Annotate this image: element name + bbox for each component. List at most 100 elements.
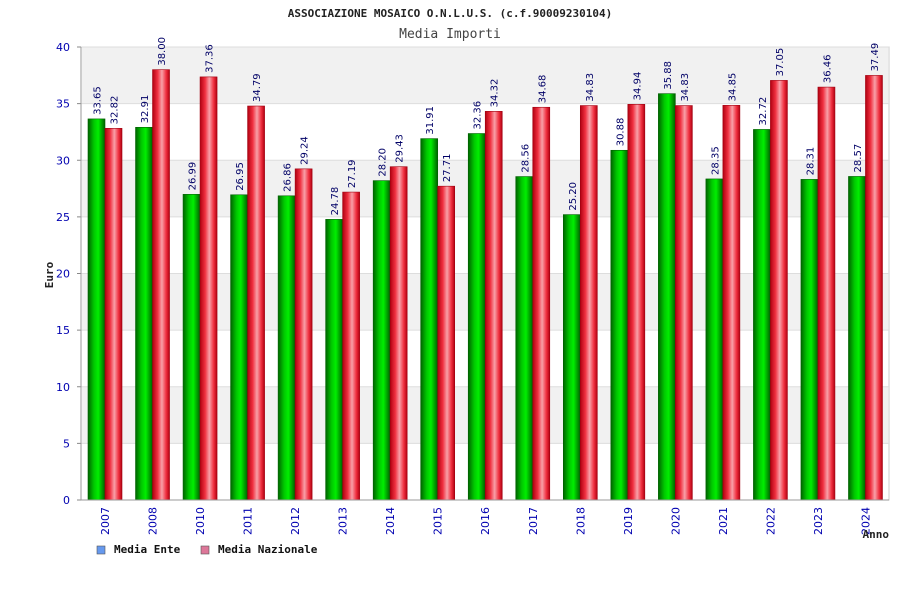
bar-media-nazionale	[579, 105, 598, 501]
x-tick-label: 2012	[289, 507, 302, 535]
data-label: 36.46	[822, 54, 833, 83]
data-label: 38.00	[157, 37, 168, 66]
x-tick-label: 2007	[99, 507, 112, 535]
data-label: 34.83	[680, 73, 691, 102]
y-tick-label: 30	[56, 154, 70, 167]
data-label: 26.86	[283, 163, 294, 192]
legend-label: Media Nazionale	[218, 543, 318, 556]
data-labels: 33.65 32.82 32.91 38.00 26.99 37.36 26.95 34.79…	[93, 37, 881, 215]
bar-media-ente	[515, 176, 534, 501]
y-axis: 0 5 10 15 20 25 30 35 40	[56, 41, 82, 507]
data-label: 34.32	[490, 79, 501, 108]
data-label: 34.83	[585, 73, 596, 102]
data-label: 28.56	[520, 144, 531, 173]
chart-subtitle: Media Importi	[399, 27, 501, 42]
y-tick-label: 25	[56, 211, 70, 224]
legend-label: Media Ente	[114, 543, 181, 556]
y-tick-label: 15	[56, 324, 70, 337]
bar-media-ente	[325, 219, 343, 501]
data-label: 29.24	[300, 136, 311, 165]
bars	[87, 69, 883, 501]
data-label: 33.65	[93, 86, 104, 115]
data-label: 37.49	[870, 43, 881, 72]
y-tick-label: 40	[56, 41, 70, 54]
bar-media-nazionale	[342, 191, 360, 501]
x-tick-label: 2013	[337, 507, 350, 535]
bar-media-nazionale	[104, 128, 123, 501]
legend: Media Ente Media Nazionale	[96, 543, 318, 556]
data-label: 32.82	[110, 96, 121, 125]
bar-media-nazionale	[770, 80, 788, 501]
y-tick-label: 10	[56, 381, 70, 394]
bar-media-ente	[230, 194, 248, 501]
x-tick-label: 2021	[717, 507, 730, 535]
x-tick-label: 2023	[812, 507, 825, 535]
bar-media-ente	[420, 138, 439, 501]
y-tick-label: 0	[63, 494, 70, 507]
x-tick-label: 2022	[764, 507, 777, 535]
data-label: 24.78	[330, 187, 341, 216]
x-tick-label: 2019	[622, 507, 635, 535]
data-label: 34.68	[537, 75, 548, 104]
x-tick-label: 2018	[574, 507, 587, 535]
x-tick-label: 2011	[242, 507, 255, 535]
x-tick-label: 2010	[194, 507, 207, 535]
data-label: 34.94	[632, 72, 643, 101]
bar-media-ente	[848, 176, 866, 501]
bar-media-ente	[562, 214, 581, 501]
data-label: 34.79	[252, 73, 263, 102]
x-tick-label: 2020	[669, 507, 682, 535]
bar-media-nazionale	[532, 106, 551, 501]
bar-media-ente	[277, 195, 296, 501]
bar-media-ente	[182, 194, 201, 501]
chart-title: ASSOCIAZIONE MOSAICO O.N.L.U.S. (c.f.900…	[288, 7, 613, 20]
data-label: 26.95	[235, 162, 246, 191]
data-label: 37.05	[775, 48, 786, 77]
data-label: 35.88	[663, 61, 674, 90]
x-tick-label: 2017	[527, 507, 540, 535]
bar-media-ente	[705, 178, 724, 501]
data-label: 27.71	[442, 154, 453, 183]
data-label: 25.20	[568, 182, 579, 211]
x-tick-label: 2008	[147, 507, 160, 535]
y-tick-label: 35	[56, 98, 70, 111]
x-tick-label: 2024	[859, 507, 872, 535]
y-tick-label: 20	[56, 268, 70, 281]
data-label: 34.85	[727, 73, 738, 102]
y-tick-label: 5	[63, 437, 70, 450]
data-label: 31.91	[425, 106, 436, 135]
data-label: 28.57	[853, 144, 864, 173]
data-label: 37.36	[205, 44, 216, 73]
bar-media-nazionale	[247, 105, 265, 501]
bar-media-nazionale	[865, 75, 883, 501]
data-label: 30.88	[615, 118, 626, 147]
bar-media-nazionale	[152, 69, 170, 501]
bar-media-ente	[610, 149, 629, 501]
x-axis: 2007 2008 2010 2011 2012 2013 2014 2015 2016 2017…	[81, 499, 889, 535]
data-label: 32.36	[473, 101, 484, 130]
y-axis-label: Euro	[43, 261, 56, 288]
data-label: 29.43	[395, 134, 406, 163]
legend-swatch	[96, 545, 106, 555]
bar-media-ente	[800, 179, 819, 501]
bar-media-nazionale	[627, 104, 646, 501]
bar-media-ente	[87, 118, 106, 501]
data-label: 28.31	[805, 147, 816, 176]
bar-media-nazionale	[722, 105, 741, 501]
data-label: 28.35	[710, 146, 721, 175]
data-label: 27.19	[347, 159, 358, 188]
x-tick-label: 2015	[432, 507, 445, 535]
bar-media-nazionale	[199, 76, 218, 501]
legend-swatch	[200, 545, 210, 555]
bar-media-ente	[658, 93, 676, 501]
bar-media-nazionale	[675, 105, 693, 501]
data-label: 26.99	[188, 162, 199, 191]
data-label: 28.20	[378, 148, 389, 177]
bar-media-ente	[467, 133, 486, 501]
data-label: 32.72	[758, 97, 769, 126]
bar-media-nazionale	[389, 166, 408, 501]
x-tick-label: 2014	[384, 507, 397, 535]
bar-media-ente	[135, 126, 153, 501]
x-tick-label: 2016	[479, 507, 492, 535]
